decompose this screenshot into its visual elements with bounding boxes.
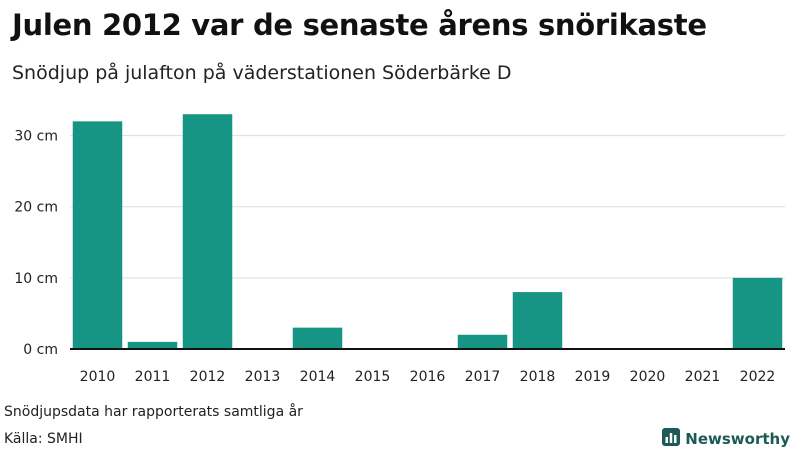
axes: 0 cm 10 cm 20 cm 30 cm 2010 2011 2012 2013 2014 2… — [14, 129, 785, 385]
x-tick-label: 2015 — [355, 369, 391, 385]
x-tick-label: 2013 — [245, 369, 281, 385]
brand-name: Newsworthy — [685, 430, 790, 448]
y-tick-label: 0 cm — [23, 342, 58, 358]
y-tick-label: 20 cm — [14, 200, 58, 216]
x-tick-label: 2018 — [520, 369, 556, 385]
y-tick-label: 10 cm — [14, 271, 58, 287]
x-tick-label: 2020 — [630, 369, 666, 385]
bar-chart: 0 cm 10 cm 20 cm 30 cm 2010 2011 2012 2013 2014 2… — [14, 114, 785, 385]
x-tick-label: 2010 — [80, 369, 116, 385]
bar-2011 — [127, 341, 178, 349]
bar-chart-logo-icon — [662, 428, 681, 450]
x-tick-label: 2017 — [465, 369, 501, 385]
bar-2017 — [457, 334, 508, 349]
x-tick-label: 2012 — [190, 369, 226, 385]
bar-2018 — [512, 292, 563, 349]
x-tick-label: 2021 — [685, 369, 721, 385]
gridlines — [70, 135, 785, 279]
bar-2010 — [72, 121, 123, 349]
footnote: Snödjupsdata har rapporterats samtliga å… — [4, 404, 303, 420]
x-tick-label: 2014 — [300, 369, 336, 385]
x-tick-label: 2016 — [410, 369, 446, 385]
bar-2014 — [292, 327, 343, 349]
brand-logo[interactable]: Newsworthy — [662, 428, 790, 450]
chart-subtitle: Snödjup på julafton på väderstationen Sö… — [12, 62, 512, 84]
x-tick-label: 2022 — [740, 369, 776, 385]
chart-title: Julen 2012 var de senaste årens snörikas… — [12, 8, 707, 42]
y-tick-label: 30 cm — [14, 129, 58, 145]
bar-2022 — [732, 277, 783, 349]
x-tick-label: 2011 — [135, 369, 171, 385]
bars — [72, 114, 783, 349]
bar-2012 — [182, 114, 233, 349]
x-tick-label: 2019 — [575, 369, 611, 385]
source-label: Källa: SMHI — [4, 431, 83, 447]
